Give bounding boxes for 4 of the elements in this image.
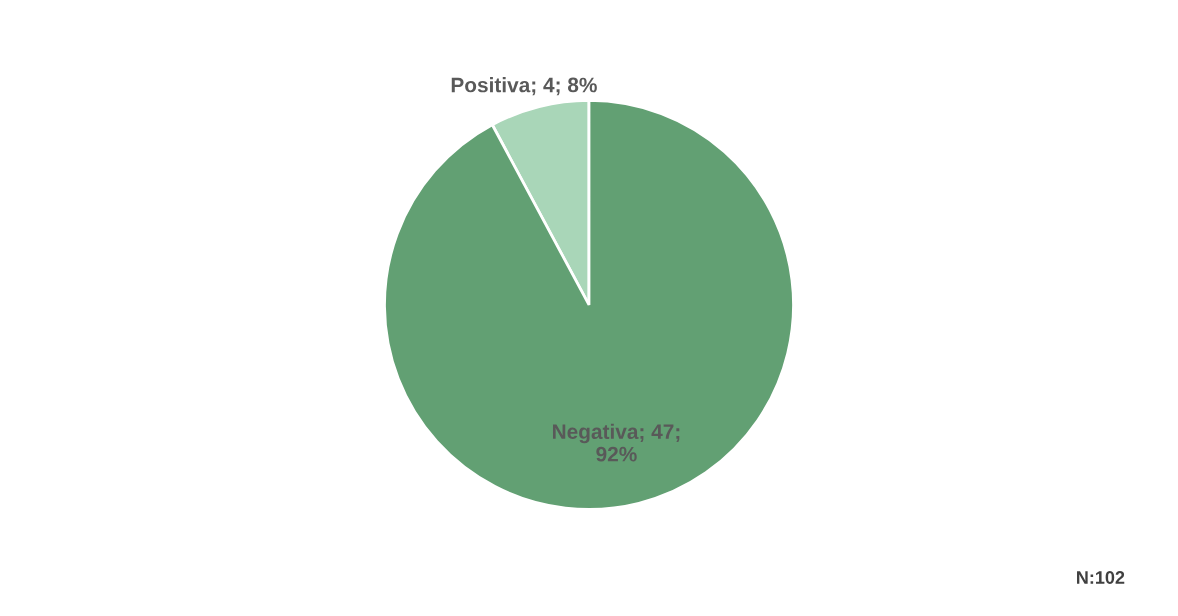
pie-slice <box>383 99 795 511</box>
text: N:102 <box>1077 571 1125 584</box>
slice-label: Negativa; 47; 92% <box>553 423 680 462</box>
slice-label: Positiva; 4; 8% <box>451 77 597 96</box>
